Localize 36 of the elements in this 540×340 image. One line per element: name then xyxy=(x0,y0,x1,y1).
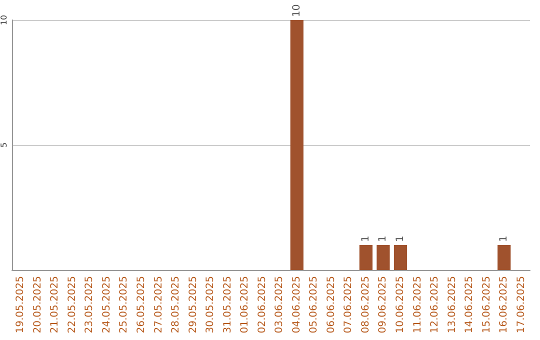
data-label: 10 xyxy=(291,4,302,17)
x-tick-label: 08.06.2025 xyxy=(360,276,372,334)
x-tick-label: 27.05.2025 xyxy=(153,276,164,334)
x-tick-label: 15.06.2025 xyxy=(481,276,492,334)
x-tick-label: 20.05.2025 xyxy=(32,276,44,334)
x-tick-label: 22.05.2025 xyxy=(66,276,78,334)
x-tick-label: 05.06.2025 xyxy=(308,276,320,334)
x-tick-label: 12.06.2025 xyxy=(430,276,441,334)
x-tick-label: 19.05.2025 xyxy=(15,276,26,334)
x-tick-label: 30.05.2025 xyxy=(205,276,216,334)
x-tick-label: 25.05.2025 xyxy=(118,276,130,334)
x-tick-label: 17.06.2025 xyxy=(516,276,527,334)
x-tick-label: 09.06.2025 xyxy=(378,276,389,334)
x-tick-label: 01.06.2025 xyxy=(240,276,251,334)
x-tick-label: 02.06.2025 xyxy=(256,276,268,334)
data-label: 1 xyxy=(395,236,406,242)
x-tick-label: 10.06.2025 xyxy=(395,276,406,334)
data-label: 1 xyxy=(378,236,389,242)
x-tick-label: 28.05.2025 xyxy=(170,276,182,334)
x-tick-label: 06.06.2025 xyxy=(326,276,337,334)
x-tick-label: 14.06.2025 xyxy=(464,276,476,334)
x-tick-label: 04.06.2025 xyxy=(291,276,302,334)
x-tick-label: 11.06.2025 xyxy=(412,276,424,334)
x-tick-label: 24.05.2025 xyxy=(101,276,112,334)
x-tick-label: 13.06.2025 xyxy=(446,276,458,334)
data-label: 1 xyxy=(360,236,372,242)
x-tick-label: 29.05.2025 xyxy=(188,276,199,334)
x-tick-label: 03.06.2025 xyxy=(274,276,286,334)
x-tick-label: 07.06.2025 xyxy=(343,276,354,334)
x-tick-label: 26.05.2025 xyxy=(136,276,147,334)
x-tick-label: 16.06.2025 xyxy=(498,276,510,334)
x-tick-label: 31.05.2025 xyxy=(222,276,234,334)
data-label: 1 xyxy=(498,236,510,242)
y-tick-label: 5 xyxy=(0,142,8,148)
x-tick-label: 23.05.2025 xyxy=(84,276,96,334)
x-tick-label: 21.05.2025 xyxy=(50,276,61,334)
